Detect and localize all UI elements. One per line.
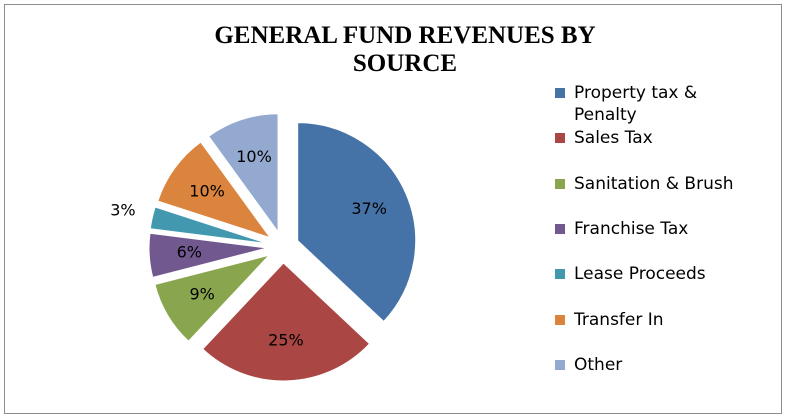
legend-item: Sanitation & Brush: [555, 173, 760, 195]
legend-label: Sanitation & Brush: [574, 173, 734, 194]
legend-item: Sales Tax: [555, 127, 760, 149]
data-label: 25%: [268, 330, 304, 349]
data-label: 9%: [189, 284, 214, 303]
pie-slice: [157, 141, 272, 239]
pie-slice: [149, 206, 268, 245]
data-label: 10%: [236, 147, 272, 166]
legend-item: Franchise Tax: [555, 218, 760, 240]
legend-item: Property tax & Penalty: [555, 82, 760, 126]
legend-swatch: [555, 88, 565, 98]
legend-swatch: [555, 269, 565, 280]
pie-slice: [154, 254, 271, 342]
data-label: 37%: [351, 199, 387, 218]
pie-slice: [202, 262, 371, 382]
pie-slice: [297, 122, 417, 323]
data-label: 10%: [189, 181, 225, 200]
data-label: 6%: [177, 242, 202, 261]
legend-swatch: [555, 223, 565, 234]
legend-label: Sales Tax: [574, 128, 653, 149]
legend-label: Lease Proceeds: [574, 264, 706, 285]
legend-swatch: [555, 314, 565, 325]
pie-slice: [207, 113, 279, 234]
chart-title: GENERAL FUND REVENUES BY SOURCE: [214, 22, 596, 77]
legend-label: Property tax & Penalty: [574, 83, 698, 125]
chart-border: [4, 4, 782, 414]
pie-slice: [148, 232, 268, 278]
legend-label: Transfer In: [574, 309, 664, 330]
legend-label: Other: [574, 354, 623, 375]
data-label: 3%: [110, 201, 135, 220]
legend-item: Transfer In: [555, 309, 760, 331]
legend-label: Franchise Tax: [574, 218, 689, 239]
legend-swatch: [555, 178, 565, 189]
legend-swatch: [555, 359, 565, 370]
legend-item: Lease Proceeds: [555, 263, 760, 285]
legend-item: Other: [555, 354, 760, 376]
legend-swatch: [555, 133, 565, 144]
